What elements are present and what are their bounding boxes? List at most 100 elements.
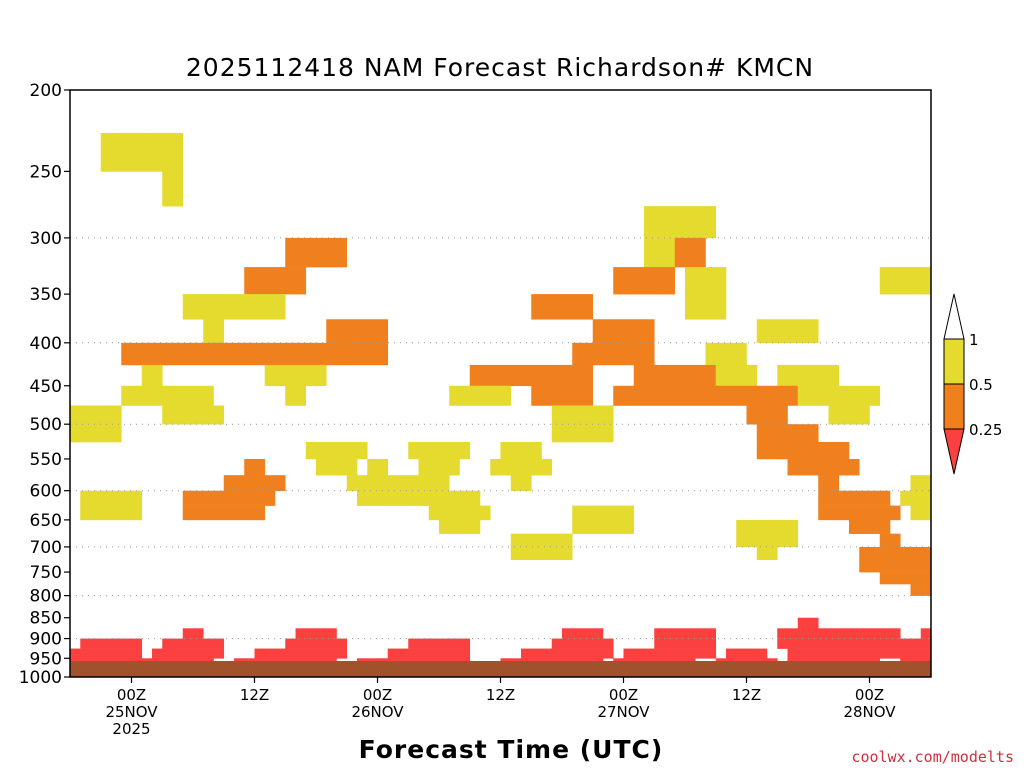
richardson-cell xyxy=(336,638,348,649)
richardson-cell xyxy=(838,505,850,521)
richardson-cell xyxy=(490,364,501,387)
richardson-cell xyxy=(705,206,717,239)
richardson-cell xyxy=(182,628,194,639)
richardson-cell xyxy=(305,628,317,639)
richardson-cell xyxy=(316,638,327,649)
richardson-cell xyxy=(541,458,553,476)
richardson-cell xyxy=(603,405,614,425)
richardson-cell xyxy=(879,533,891,548)
richardson-cell xyxy=(623,267,635,295)
richardson-cell xyxy=(336,458,348,476)
richardson-cell xyxy=(449,490,460,506)
richardson-cell xyxy=(767,385,778,406)
richardson-cell xyxy=(213,648,225,659)
richardson-cell xyxy=(254,505,266,521)
richardson-cell xyxy=(838,628,850,639)
richardson-cell xyxy=(244,490,255,506)
richardson-cell xyxy=(305,342,317,366)
richardson-cell xyxy=(910,584,922,596)
richardson-cell xyxy=(685,364,696,387)
richardson-cell xyxy=(121,490,132,506)
richardson-cell xyxy=(746,533,758,548)
richardson-cell xyxy=(603,648,614,659)
y-tick-label: 850 xyxy=(30,609,62,629)
richardson-cell xyxy=(828,505,840,521)
richardson-cell xyxy=(500,364,512,387)
richardson-cell xyxy=(869,559,881,573)
richardson-cell xyxy=(910,490,922,506)
richardson-cell xyxy=(859,546,870,561)
richardson-cell xyxy=(193,385,204,406)
richardson-cell xyxy=(828,628,840,639)
richardson-cell xyxy=(305,648,317,659)
richardson-cell xyxy=(859,648,870,659)
richardson-cell xyxy=(500,385,512,406)
richardson-cell xyxy=(674,638,686,649)
richardson-cell xyxy=(849,638,860,649)
richardson-cell xyxy=(900,638,911,649)
richardson-cell xyxy=(213,490,225,506)
richardson-cell xyxy=(254,458,266,476)
richardson-cell xyxy=(172,638,184,649)
richardson-cell xyxy=(172,132,184,172)
x-tick-label: 00Z xyxy=(609,686,638,704)
richardson-cell xyxy=(644,237,655,268)
credit-text: coolwx.com/modelts xyxy=(851,748,1014,766)
richardson-cell xyxy=(920,648,932,659)
richardson-cell xyxy=(367,475,378,491)
richardson-cell xyxy=(295,385,307,406)
richardson-cell xyxy=(295,267,307,295)
richardson-cell xyxy=(418,638,430,649)
richardson-cell xyxy=(756,519,768,534)
richardson-cell xyxy=(305,441,317,460)
richardson-cell xyxy=(787,533,799,548)
richardson-cell xyxy=(131,342,143,366)
richardson-cell xyxy=(162,385,173,406)
richardson-cell xyxy=(920,572,932,585)
richardson-cell xyxy=(900,572,911,585)
richardson-cell xyxy=(603,342,614,366)
richardson-cell xyxy=(551,364,563,387)
richardson-cell xyxy=(705,385,717,406)
richardson-cell xyxy=(70,648,81,659)
y-tick-label: 650 xyxy=(30,511,62,531)
richardson-cell xyxy=(685,638,696,649)
richardson-cell xyxy=(449,385,460,406)
richardson-cell xyxy=(428,505,440,521)
legend-swatch-0.5-1 xyxy=(943,338,965,385)
richardson-cell xyxy=(910,267,922,295)
richardson-cell xyxy=(223,475,235,491)
richardson-cell xyxy=(572,648,583,659)
richardson-cell xyxy=(613,505,624,521)
richardson-cell xyxy=(890,267,901,295)
richardson-cell xyxy=(541,364,553,387)
richardson-cell xyxy=(818,648,829,659)
richardson-cell xyxy=(100,638,112,649)
richardson-cell xyxy=(777,638,788,649)
richardson-cell xyxy=(193,294,204,320)
richardson-cell xyxy=(818,475,829,491)
richardson-cell xyxy=(234,294,245,320)
richardson-cell xyxy=(869,648,881,659)
richardson-cell xyxy=(869,505,881,521)
richardson-cell xyxy=(726,342,737,366)
richardson-cell xyxy=(510,441,522,460)
richardson-cell xyxy=(357,441,368,460)
richardson-cell xyxy=(685,294,696,320)
richardson-cell xyxy=(572,342,583,366)
richardson-cell xyxy=(695,294,706,320)
richardson-cell xyxy=(377,319,389,344)
richardson-cell xyxy=(428,638,440,649)
richardson-cell xyxy=(582,342,594,366)
richardson-cell xyxy=(531,294,542,320)
richardson-cell xyxy=(336,648,348,659)
richardson-cell xyxy=(439,475,450,491)
richardson-cell xyxy=(521,364,532,387)
richardson-cell xyxy=(787,424,799,443)
richardson-cell xyxy=(859,628,870,639)
richardson-cell xyxy=(223,294,235,320)
richardson-cell xyxy=(316,648,327,659)
richardson-cell xyxy=(910,505,922,521)
richardson-cell xyxy=(572,385,583,406)
richardson-cell xyxy=(603,424,614,443)
